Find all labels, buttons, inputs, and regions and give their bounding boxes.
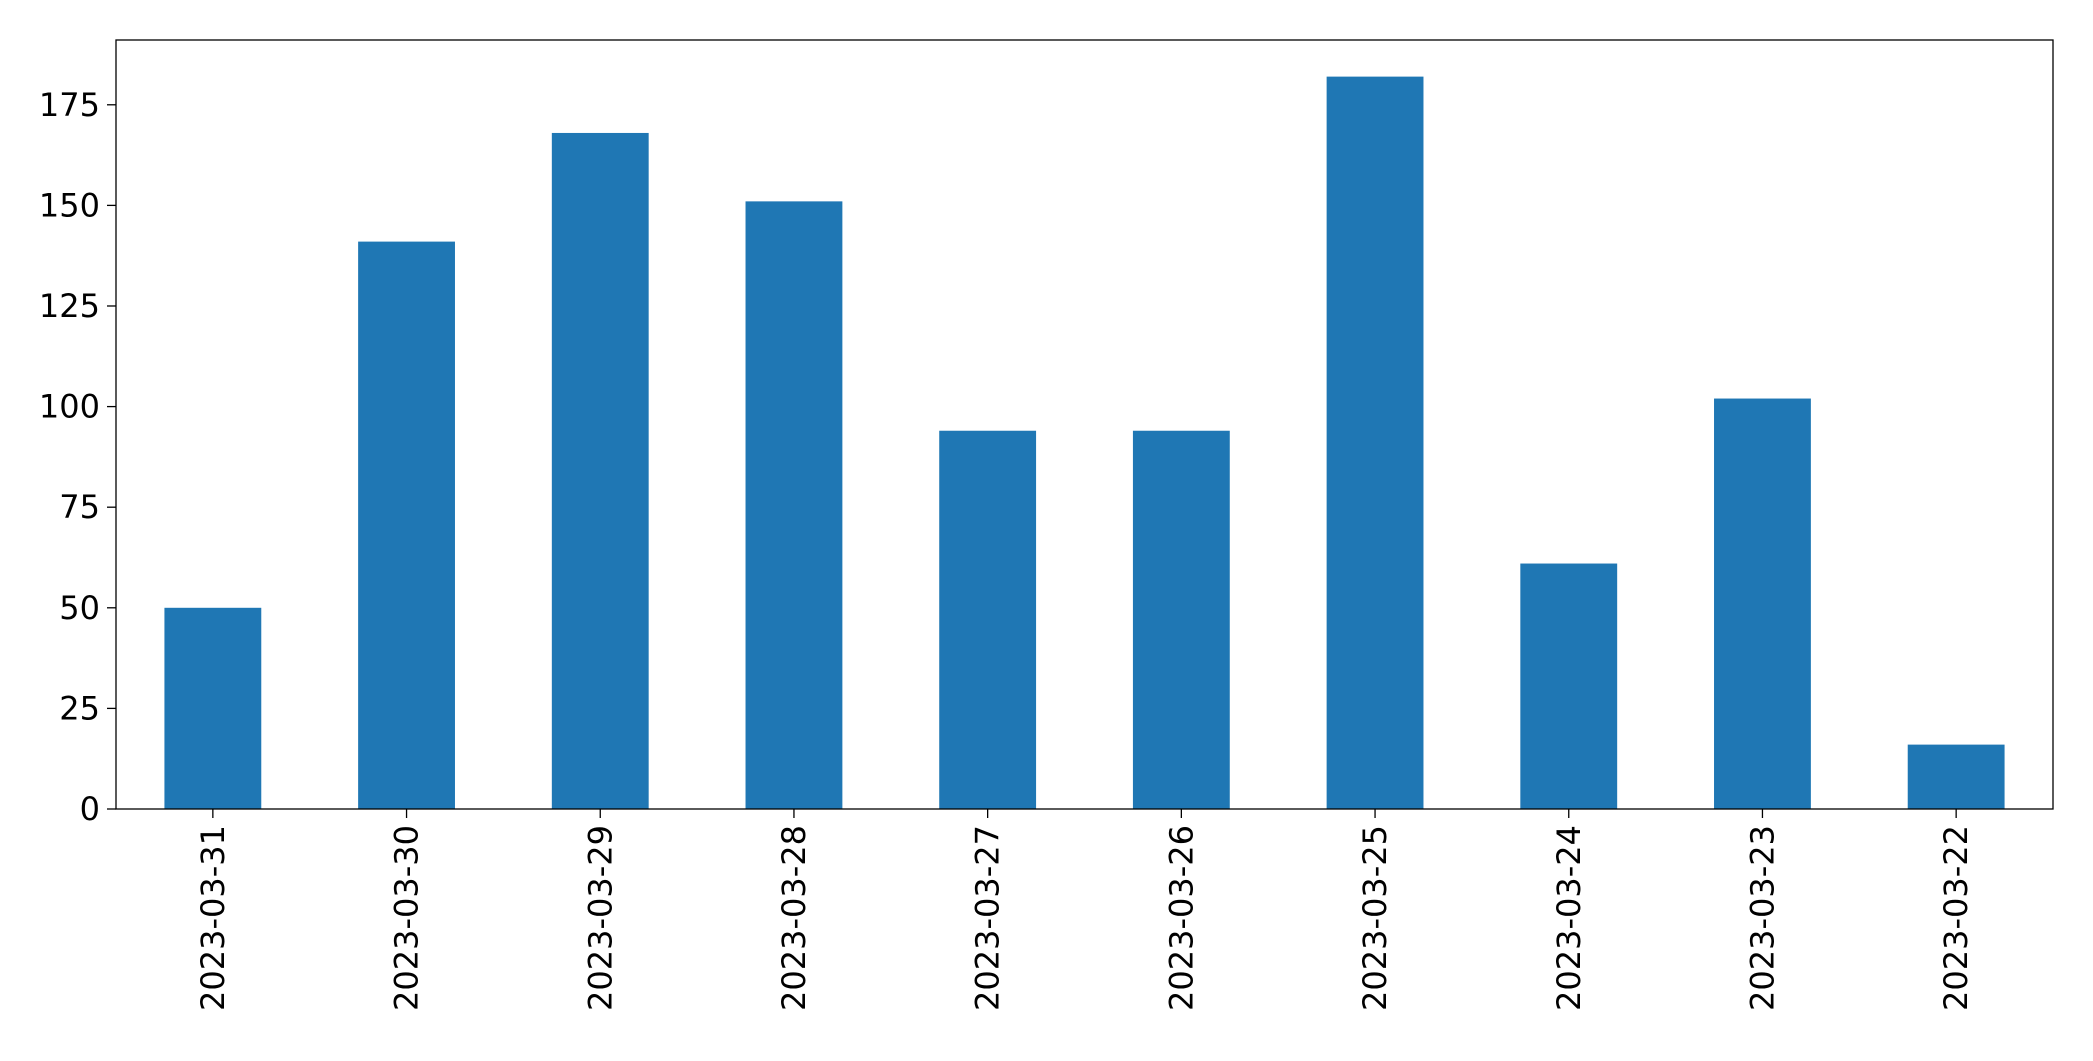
y-tick-label: 0 (80, 790, 100, 828)
bar (1714, 398, 1811, 809)
bar (745, 201, 843, 810)
bar (1132, 430, 1230, 809)
bar (551, 132, 649, 809)
x-tick-label: 2023-03-29 (581, 825, 619, 1011)
x-tick-label: 2023-03-27 (969, 825, 1007, 1011)
x-tick-label: 2023-03-23 (1743, 825, 1781, 1011)
bar (1326, 76, 1424, 810)
bar (1520, 563, 1618, 809)
y-tick-label: 50 (59, 589, 100, 627)
x-tick-label: 2023-03-31 (194, 825, 232, 1011)
plot-frame (115, 39, 2054, 810)
bar (358, 241, 455, 810)
x-tick-label: 2023-03-25 (1356, 825, 1394, 1011)
bar (939, 430, 1037, 809)
y-tick-label: 75 (59, 488, 100, 526)
y-tick-label: 25 (59, 689, 100, 727)
y-tick-label: 100 (39, 388, 100, 426)
bar (164, 607, 262, 809)
y-tick-label: 125 (39, 287, 100, 325)
x-tick-label: 2023-03-30 (388, 825, 426, 1011)
y-tick-label: 150 (39, 186, 100, 224)
x-tick-label: 2023-03-24 (1550, 825, 1588, 1011)
x-tick-label: 2023-03-22 (1937, 825, 1975, 1011)
bar (1907, 744, 2005, 809)
y-tick-label: 175 (39, 86, 100, 124)
x-tick-label: 2023-03-28 (775, 825, 813, 1011)
x-tick-label: 2023-03-26 (1162, 825, 1200, 1011)
